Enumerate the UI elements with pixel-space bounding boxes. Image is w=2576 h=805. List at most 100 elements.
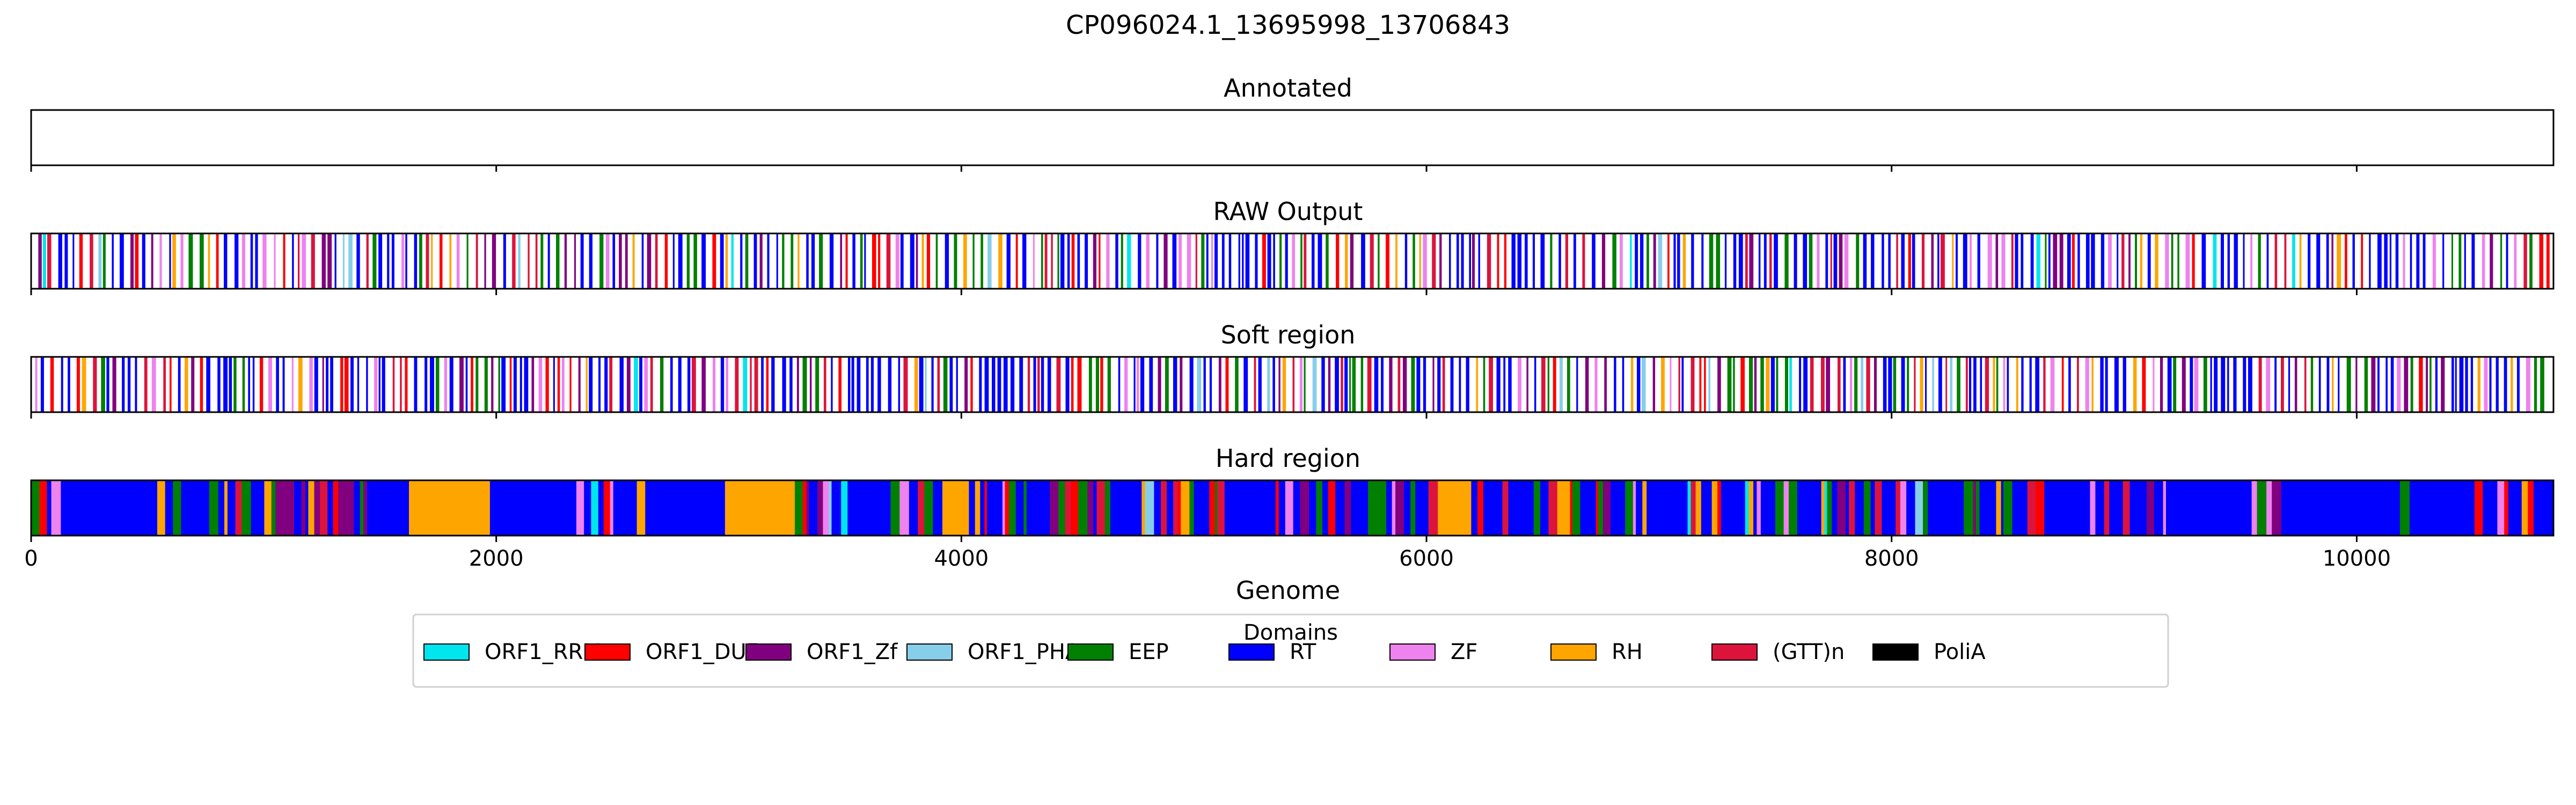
domain-mark [1789, 357, 1792, 412]
domain-mark [647, 233, 652, 289]
domain-mark [360, 480, 364, 536]
domain-mark [1370, 233, 1374, 289]
domain-mark [725, 233, 728, 289]
domain-mark [1189, 357, 1194, 412]
domain-mark [157, 480, 166, 536]
domain-mark [1604, 357, 1607, 412]
domain-mark [1077, 357, 1082, 412]
domain-mark [2021, 233, 2024, 289]
domain-mark [1548, 480, 1558, 536]
domain-mark [860, 233, 863, 289]
domain-mark [311, 233, 315, 289]
domain-mark [1010, 357, 1015, 412]
domain-mark [61, 357, 63, 412]
domain-mark [1341, 357, 1343, 412]
domain-mark [599, 233, 604, 289]
domain-mark [1235, 357, 1239, 412]
domain-mark [1439, 233, 1442, 289]
domain-mark [1312, 233, 1315, 289]
domain-mark [848, 357, 851, 412]
domain-mark [1733, 357, 1735, 412]
domain-segments [35, 357, 2544, 412]
domain-mark [217, 357, 221, 412]
domain-mark [1321, 357, 1325, 412]
legend-label: EEP [1129, 640, 1169, 664]
domain-mark [338, 480, 347, 536]
domain-mark [691, 357, 696, 412]
domain-mark [1300, 233, 1302, 289]
domain-mark [327, 233, 332, 289]
domain-mark [1973, 480, 1977, 536]
domain-mark [2129, 480, 2138, 536]
domain-mark [1769, 233, 1772, 289]
domain-mark [1197, 357, 1202, 412]
domain-mark [1973, 357, 1977, 412]
domain-mark [1784, 357, 1788, 412]
domain-mark [693, 233, 697, 289]
domain-mark [1326, 233, 1329, 289]
domain-mark [2194, 357, 2199, 412]
domain-mark [750, 357, 752, 412]
domain-mark [1740, 357, 1745, 412]
domain-mark [1838, 357, 1841, 412]
domain-mark [2100, 357, 2104, 412]
domain-mark [1255, 233, 1258, 289]
domain-mark [1402, 357, 1407, 412]
domain-mark [2306, 480, 2316, 536]
domain-mark [241, 480, 252, 536]
domain-mark [409, 480, 491, 536]
domain-mark [1078, 480, 1088, 536]
domain-mark [829, 480, 832, 536]
domain-mark [1071, 480, 1079, 536]
domain-mark [206, 357, 210, 412]
domain-mark [1318, 233, 1322, 289]
domain-mark [540, 233, 544, 289]
domain-mark [135, 233, 139, 289]
domain-mark [753, 233, 757, 289]
domain-mark [2326, 233, 2329, 289]
domain-mark [1596, 480, 1599, 536]
domain-mark [553, 357, 555, 412]
domain-mark [2109, 480, 2114, 536]
domain-mark [440, 233, 443, 289]
domain-mark [1497, 233, 1499, 289]
domain-mark [216, 233, 219, 289]
domain-mark [945, 233, 949, 289]
domain-mark [1901, 357, 1905, 412]
domain-mark [1678, 357, 1680, 412]
domain-mark [998, 233, 1002, 289]
domain-mark [98, 233, 102, 289]
domain-mark [1267, 233, 1271, 289]
domain-mark [802, 480, 807, 536]
domain-mark [50, 357, 54, 412]
domain-mark [1172, 233, 1177, 289]
domain-mark [326, 357, 328, 412]
domain-mark [1483, 357, 1485, 412]
domain-mark [2003, 480, 2013, 536]
domain-mark [2077, 357, 2079, 412]
domain-mark [2371, 357, 2376, 412]
domain-mark [294, 480, 302, 536]
domain-mark [1687, 480, 1692, 536]
domain-mark [1882, 233, 1884, 289]
domain-mark [322, 357, 324, 412]
domain-mark [797, 233, 800, 289]
domain-mark [1640, 233, 1644, 289]
domain-mark [1041, 233, 1043, 289]
domain-mark [1060, 233, 1065, 289]
domain-mark [1874, 357, 1877, 412]
domain-mark [1893, 357, 1897, 412]
domain-mark [1137, 357, 1139, 412]
domain-mark [259, 357, 264, 412]
domain-mark [242, 357, 245, 412]
domain-mark [980, 233, 983, 289]
domain-mark [2167, 357, 2172, 412]
domain-mark [1093, 480, 1097, 536]
domain-mark [1844, 233, 1849, 289]
legend-entry: RT [1228, 640, 1316, 664]
domain-mark [2294, 357, 2297, 412]
domain-mark [2072, 233, 2075, 289]
domain-mark [1952, 233, 1954, 289]
domain-mark [823, 357, 826, 412]
domain-mark [776, 233, 778, 289]
